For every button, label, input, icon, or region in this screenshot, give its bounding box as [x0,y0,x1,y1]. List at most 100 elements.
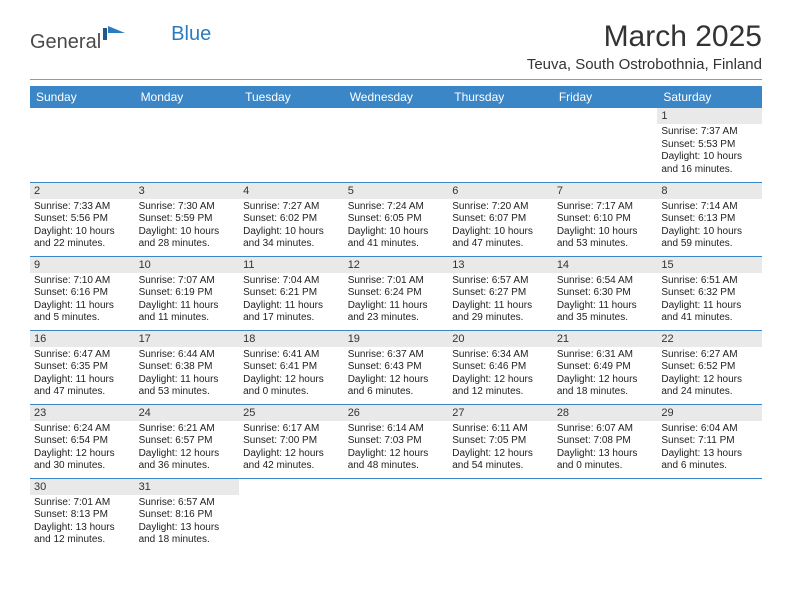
day-details: Sunrise: 7:37 AMSunset: 5:53 PMDaylight:… [657,124,762,180]
weekday-header-row: SundayMondayTuesdayWednesdayThursdayFrid… [30,86,762,108]
calendar-day: 20Sunrise: 6:34 AMSunset: 6:46 PMDayligh… [448,330,553,404]
day-number: 23 [30,405,135,421]
day-details: Sunrise: 7:20 AMSunset: 6:07 PMDaylight:… [448,199,553,255]
day-details: Sunrise: 7:01 AMSunset: 8:13 PMDaylight:… [30,495,135,551]
calendar-day: 18Sunrise: 6:41 AMSunset: 6:41 PMDayligh… [239,330,344,404]
calendar-day: 13Sunrise: 6:57 AMSunset: 6:27 PMDayligh… [448,256,553,330]
day-number: 28 [553,405,658,421]
calendar-day: 2Sunrise: 7:33 AMSunset: 5:56 PMDaylight… [30,182,135,256]
day-details: Sunrise: 7:10 AMSunset: 6:16 PMDaylight:… [30,273,135,329]
calendar-day: 24Sunrise: 6:21 AMSunset: 6:57 PMDayligh… [135,404,240,478]
day-number: 29 [657,405,762,421]
day-number: 15 [657,257,762,273]
day-number: 10 [135,257,240,273]
logo: General Blue [30,20,211,59]
day-number: 8 [657,183,762,199]
day-details: Sunrise: 7:14 AMSunset: 6:13 PMDaylight:… [657,199,762,255]
calendar-day [239,478,344,552]
day-details: Sunrise: 6:11 AMSunset: 7:05 PMDaylight:… [448,421,553,477]
day-details: Sunrise: 6:31 AMSunset: 6:49 PMDaylight:… [553,347,658,403]
day-details: Sunrise: 6:57 AMSunset: 6:27 PMDaylight:… [448,273,553,329]
calendar-day [553,478,658,552]
day-number: 27 [448,405,553,421]
calendar-day [553,108,658,182]
day-number: 6 [448,183,553,199]
day-number: 31 [135,479,240,495]
day-number: 21 [553,331,658,347]
day-number: 16 [30,331,135,347]
calendar-day: 5Sunrise: 7:24 AMSunset: 6:05 PMDaylight… [344,182,449,256]
day-number: 17 [135,331,240,347]
calendar-day: 25Sunrise: 6:17 AMSunset: 7:00 PMDayligh… [239,404,344,478]
logo-text-general: General [30,31,101,54]
calendar-day: 11Sunrise: 7:04 AMSunset: 6:21 PMDayligh… [239,256,344,330]
divider [30,79,762,80]
day-details: Sunrise: 6:37 AMSunset: 6:43 PMDaylight:… [344,347,449,403]
day-number: 1 [657,108,762,124]
day-details: Sunrise: 6:27 AMSunset: 6:52 PMDaylight:… [657,347,762,403]
page-title: March 2025 [527,20,762,54]
calendar-day [135,108,240,182]
day-number: 22 [657,331,762,347]
day-details: Sunrise: 6:21 AMSunset: 6:57 PMDaylight:… [135,421,240,477]
day-details: Sunrise: 6:44 AMSunset: 6:38 PMDaylight:… [135,347,240,403]
day-details: Sunrise: 6:24 AMSunset: 6:54 PMDaylight:… [30,421,135,477]
calendar-day: 8Sunrise: 7:14 AMSunset: 6:13 PMDaylight… [657,182,762,256]
day-details: Sunrise: 7:27 AMSunset: 6:02 PMDaylight:… [239,199,344,255]
calendar-week: 23Sunrise: 6:24 AMSunset: 6:54 PMDayligh… [30,404,762,478]
calendar-week: 2Sunrise: 7:33 AMSunset: 5:56 PMDaylight… [30,182,762,256]
calendar-day: 19Sunrise: 6:37 AMSunset: 6:43 PMDayligh… [344,330,449,404]
calendar-day: 10Sunrise: 7:07 AMSunset: 6:19 PMDayligh… [135,256,240,330]
title-block: March 2025 Teuva, South Ostrobothnia, Fi… [527,20,762,73]
day-details: Sunrise: 6:47 AMSunset: 6:35 PMDaylight:… [30,347,135,403]
weekday-header: Monday [135,86,240,108]
day-number: 9 [30,257,135,273]
calendar-week: 30Sunrise: 7:01 AMSunset: 8:13 PMDayligh… [30,478,762,552]
day-details: Sunrise: 6:41 AMSunset: 6:41 PMDaylight:… [239,347,344,403]
calendar-day: 14Sunrise: 6:54 AMSunset: 6:30 PMDayligh… [553,256,658,330]
calendar-day: 16Sunrise: 6:47 AMSunset: 6:35 PMDayligh… [30,330,135,404]
calendar-week: 16Sunrise: 6:47 AMSunset: 6:35 PMDayligh… [30,330,762,404]
day-number: 14 [553,257,658,273]
calendar-day: 29Sunrise: 6:04 AMSunset: 7:11 PMDayligh… [657,404,762,478]
weekday-header: Sunday [30,86,135,108]
day-details: Sunrise: 7:01 AMSunset: 6:24 PMDaylight:… [344,273,449,329]
day-number: 13 [448,257,553,273]
weekday-header: Wednesday [344,86,449,108]
day-details: Sunrise: 6:07 AMSunset: 7:08 PMDaylight:… [553,421,658,477]
calendar-day: 6Sunrise: 7:20 AMSunset: 6:07 PMDaylight… [448,182,553,256]
weekday-header: Thursday [448,86,553,108]
day-number: 25 [239,405,344,421]
calendar-day [448,108,553,182]
calendar-day: 21Sunrise: 6:31 AMSunset: 6:49 PMDayligh… [553,330,658,404]
calendar-day: 31Sunrise: 6:57 AMSunset: 8:16 PMDayligh… [135,478,240,552]
day-number: 4 [239,183,344,199]
day-number: 18 [239,331,344,347]
calendar-day: 22Sunrise: 6:27 AMSunset: 6:52 PMDayligh… [657,330,762,404]
calendar-day: 12Sunrise: 7:01 AMSunset: 6:24 PMDayligh… [344,256,449,330]
calendar-day: 26Sunrise: 6:14 AMSunset: 7:03 PMDayligh… [344,404,449,478]
day-details: Sunrise: 6:04 AMSunset: 7:11 PMDaylight:… [657,421,762,477]
day-details: Sunrise: 6:54 AMSunset: 6:30 PMDaylight:… [553,273,658,329]
header: General Blue March 2025 Teuva, South Ost… [30,20,762,73]
weekday-header: Saturday [657,86,762,108]
calendar-day: 28Sunrise: 6:07 AMSunset: 7:08 PMDayligh… [553,404,658,478]
day-details: Sunrise: 7:24 AMSunset: 6:05 PMDaylight:… [344,199,449,255]
calendar-day: 4Sunrise: 7:27 AMSunset: 6:02 PMDaylight… [239,182,344,256]
calendar-day: 17Sunrise: 6:44 AMSunset: 6:38 PMDayligh… [135,330,240,404]
calendar-day [448,478,553,552]
weekday-header: Tuesday [239,86,344,108]
weekday-header: Friday [553,86,658,108]
day-details: Sunrise: 6:34 AMSunset: 6:46 PMDaylight:… [448,347,553,403]
day-number: 12 [344,257,449,273]
calendar-day: 27Sunrise: 6:11 AMSunset: 7:05 PMDayligh… [448,404,553,478]
calendar-day [239,108,344,182]
calendar-week: 1Sunrise: 7:37 AMSunset: 5:53 PMDaylight… [30,108,762,182]
calendar-day: 30Sunrise: 7:01 AMSunset: 8:13 PMDayligh… [30,478,135,552]
calendar-day: 7Sunrise: 7:17 AMSunset: 6:10 PMDaylight… [553,182,658,256]
calendar-day: 23Sunrise: 6:24 AMSunset: 6:54 PMDayligh… [30,404,135,478]
calendar-day: 15Sunrise: 6:51 AMSunset: 6:32 PMDayligh… [657,256,762,330]
day-number: 2 [30,183,135,199]
day-details: Sunrise: 6:14 AMSunset: 7:03 PMDaylight:… [344,421,449,477]
calendar-day [30,108,135,182]
